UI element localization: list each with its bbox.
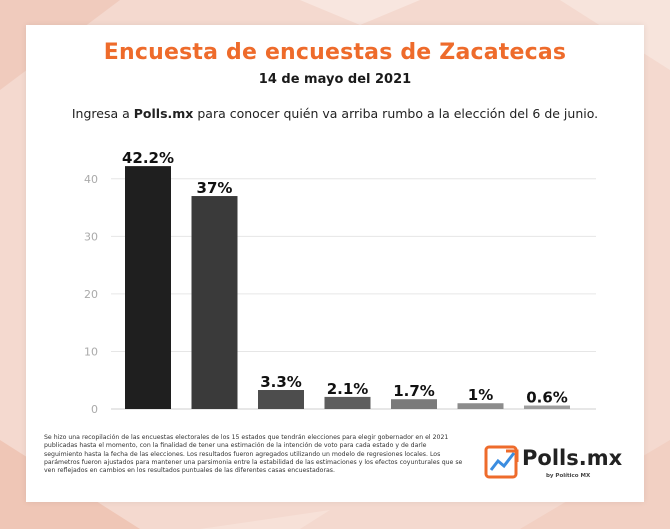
bar-value-label-6: 0.6% — [526, 389, 568, 407]
y-tick-label-0: 0 — [91, 403, 98, 416]
bar-value-label-3: 2.1% — [327, 380, 369, 398]
bar-value-label-4: 1.7% — [393, 382, 435, 400]
bar-value-label-1: 37% — [197, 179, 233, 197]
bar-4 — [391, 399, 437, 409]
chart-card: Encuesta de encuestas de Zacatecas 14 de… — [26, 25, 644, 502]
intro-prefix: Ingresa a — [71, 106, 134, 121]
bar-5 — [457, 403, 504, 409]
intro-suffix: para conocer quién va arriba rumbo a la … — [193, 106, 599, 121]
chart-title: Encuesta de encuestas de Zacatecas — [103, 40, 567, 65]
bar-value-label-2: 3.3% — [260, 373, 302, 391]
intro-brand-link[interactable]: Polls.mx — [133, 106, 194, 121]
y-tick-label-20: 20 — [84, 288, 98, 301]
bar-value-label-5: 1% — [468, 386, 493, 404]
bar-6 — [524, 405, 570, 409]
bar-chart: 0 10 20 30 40 42.2% 37% 3.3% 2.1% 1.7% 1% 0.6% — [84, 149, 596, 416]
bar-0 — [125, 166, 171, 409]
methodology-footnote: Se hizo una recopilación de las encuesta… — [44, 434, 463, 475]
polls-mx-logo[interactable]: Polls.mx by Político MX — [484, 443, 624, 487]
chart-date: 14 de mayo del 2021 — [258, 72, 412, 87]
bar-2 — [258, 390, 304, 409]
bar-1 — [191, 196, 238, 409]
intro-text: Ingresa a Polls.mx para conocer quién va… — [26, 106, 644, 121]
logo-byline: by Político MX — [546, 473, 591, 479]
y-tick-label-40: 40 — [84, 173, 98, 186]
y-tick-label-30: 30 — [84, 230, 98, 243]
logo-name: Polls.mx — [522, 446, 623, 470]
polls-chart-icon — [484, 445, 519, 479]
bar-3 — [324, 396, 371, 409]
y-tick-label-10: 10 — [84, 345, 98, 358]
bar-value-label-0: 42.2% — [122, 149, 174, 167]
